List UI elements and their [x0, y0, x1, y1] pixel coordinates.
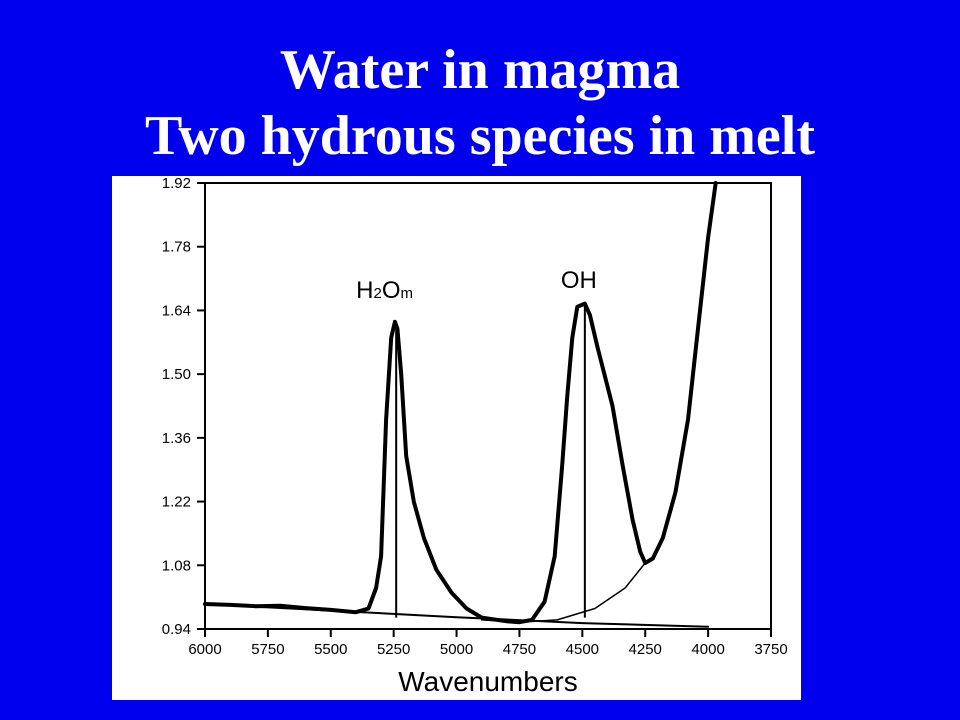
series-group	[203, 181, 718, 628]
chart-panel: 1.92 1.78 1.64 1.50 1.36 1.22 1.08 0.94 6000 575…	[112, 176, 801, 700]
peak-markers	[395, 303, 586, 618]
x-tick-label: 4000	[691, 641, 724, 658]
y-axis: 1.92 1.78 1.64 1.50 1.36 1.22 1.08 0.94	[162, 176, 205, 638]
peak-label-part: H	[356, 277, 373, 304]
spectrum-chart: 1.92 1.78 1.64 1.50 1.36 1.22 1.08 0.94 6000 575…	[162, 176, 788, 697]
y-tick-label: 1.22	[162, 494, 191, 511]
x-tick-label: 5750	[251, 641, 284, 658]
y-tick-label: 1.50	[162, 366, 191, 383]
peak-labels: H2Om OH	[356, 267, 597, 304]
x-tick-label: 5250	[377, 641, 410, 658]
peak-label-part: O	[382, 277, 401, 304]
x-tick-label: 5000	[440, 641, 473, 658]
x-tick-label: 3750	[754, 641, 787, 658]
spectrum-series-2	[204, 603, 710, 628]
y-tick-label: 1.92	[162, 176, 191, 192]
x-axis-title: Wavenumbers	[398, 666, 577, 697]
y-tick-label: 0.94	[162, 621, 191, 638]
slide-title-line-1: Water in magma	[279, 39, 681, 101]
x-tick-label: 4500	[566, 641, 599, 658]
y-tick-label: 1.08	[162, 557, 191, 574]
x-tick-label: 5500	[314, 641, 347, 658]
spectrum-series-1	[203, 181, 718, 625]
peak-label-oh: OH	[561, 267, 597, 294]
spectrum-series-3	[480, 562, 646, 623]
y-tick-label: 1.36	[162, 430, 191, 447]
slide-title-line-2: Two hydrous species in melt	[145, 105, 815, 167]
peak-label-part: m	[401, 285, 414, 302]
peak-label-h2om: H2Om	[356, 277, 413, 304]
y-tick-label: 1.64	[162, 302, 191, 319]
peak-label-part: 2	[374, 285, 382, 302]
x-axis: 6000 5750 5500 5250 5000 4750 4500 4250 4000 3750	[188, 629, 788, 658]
x-tick-label: 4250	[629, 641, 662, 658]
x-tick-label: 6000	[188, 641, 221, 658]
x-tick-label: 4750	[503, 641, 536, 658]
y-tick-label: 1.78	[162, 239, 191, 256]
plot-frame	[204, 182, 772, 630]
